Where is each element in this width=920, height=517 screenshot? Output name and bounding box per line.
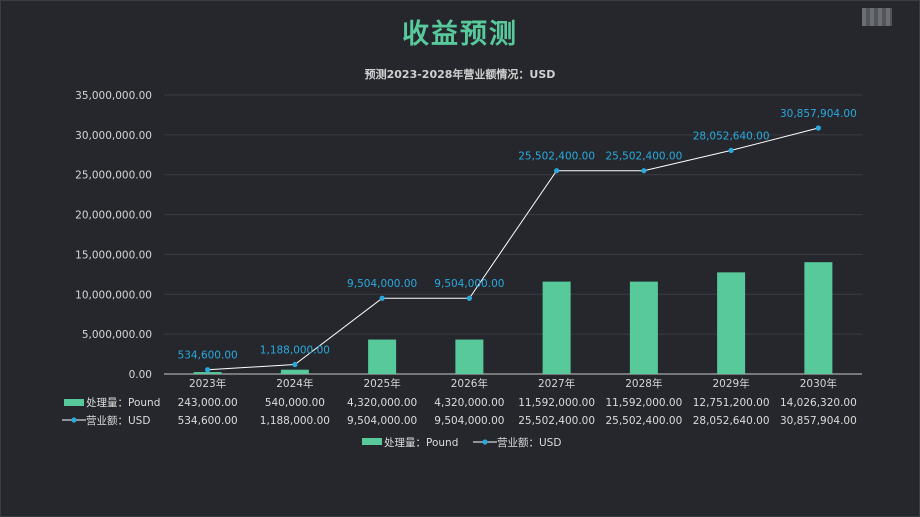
table-cell: 11,592,000.00 [605, 397, 682, 409]
table-cell: 4,320,000.00 [347, 397, 417, 409]
table-row-header: 营业额：USD [86, 414, 150, 427]
x-tick-label: 2030年 [800, 377, 837, 390]
page-title: 收益预测 [402, 19, 518, 50]
table-cell: 30,857,904.00 [780, 415, 857, 427]
x-tick-label: 2027年 [538, 377, 575, 390]
bar-processing-volume [629, 281, 658, 374]
table-row-header: 处理量：Pound [86, 397, 160, 409]
revenue-data-label: 28,052,640.00 [693, 130, 770, 142]
revenue-point [815, 125, 821, 131]
x-tick-label: 2025年 [364, 377, 401, 390]
y-tick-label: 35,000,000.00 [75, 90, 152, 102]
y-tick-label: 10,000,000.00 [75, 289, 152, 301]
revenue-data-label: 25,502,400.00 [605, 151, 682, 163]
blurred-watermark [862, 8, 892, 26]
table-cell: 1,188,000.00 [260, 415, 330, 427]
x-tick-label: 2028年 [625, 377, 662, 390]
table-legend-marker [71, 417, 77, 423]
revenue-point [292, 361, 298, 368]
x-tick-label: 2024年 [276, 377, 313, 390]
y-tick-label: 30,000,000.00 [75, 130, 152, 142]
bar-processing-volume [368, 339, 397, 374]
table-legend-swatch-bar [64, 399, 84, 406]
x-tick-label: 2023年 [189, 377, 226, 390]
table-cell: 4,320,000.00 [434, 397, 504, 409]
x-tick-label: 2029年 [713, 377, 750, 390]
legend-swatch-bar [362, 438, 382, 445]
table-cell: 28,052,640.00 [693, 415, 770, 427]
table-cell: 534,600.00 [178, 415, 238, 427]
table-cell: 243,000.00 [178, 397, 238, 409]
revenue-point [379, 295, 385, 301]
bar-processing-volume [542, 281, 571, 374]
table-cell: 25,502,400.00 [518, 415, 595, 427]
bar-processing-volume [280, 369, 309, 374]
table-cell: 9,504,000.00 [434, 415, 504, 427]
table-cell: 12,751,200.00 [693, 397, 770, 409]
y-tick-label: 0.00 [129, 369, 152, 381]
bar-processing-volume [455, 339, 484, 374]
revenue-point [728, 147, 734, 153]
y-tick-label: 20,000,000.00 [75, 210, 152, 222]
revenue-data-label: 9,504,000.00 [347, 278, 417, 290]
bar-processing-volume [804, 262, 833, 374]
x-tick-label: 2026年 [451, 377, 488, 390]
table-cell: 9,504,000.00 [347, 415, 417, 427]
chart-title: 预测2023-2028年营业额情况：USD [365, 67, 556, 81]
revenue-data-label: 9,504,000.00 [434, 278, 504, 290]
y-tick-label: 15,000,000.00 [75, 249, 152, 261]
revenue-point [554, 168, 560, 174]
y-tick-label: 5,000,000.00 [82, 329, 152, 341]
revenue-point [466, 295, 472, 301]
table-cell: 11,592,000.00 [518, 397, 595, 409]
bar-processing-volume [193, 372, 222, 374]
revenue-data-label: 1,188,000.00 [260, 345, 330, 357]
revenue-line [207, 127, 819, 371]
revenue-point [205, 367, 211, 373]
revenue-data-label: 25,502,400.00 [518, 151, 595, 163]
revenue-data-label: 30,857,904.00 [780, 108, 857, 120]
bar-processing-volume [717, 272, 746, 374]
table-cell: 14,026,320.00 [780, 397, 857, 409]
revenue-point [641, 168, 647, 174]
legend-label-line: 营业额：USD [497, 436, 561, 449]
legend-label-bar: 处理量：Pound [384, 437, 458, 449]
legend-marker [482, 439, 488, 445]
y-tick-label: 25,000,000.00 [75, 170, 152, 182]
table-cell: 540,000.00 [265, 397, 325, 409]
table-cell: 25,502,400.00 [605, 415, 682, 427]
revenue-data-label: 534,600.00 [178, 350, 238, 362]
